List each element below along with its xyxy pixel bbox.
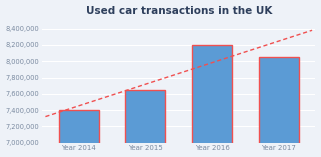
- Title: Used car transactions in the UK: Used car transactions in the UK: [86, 5, 272, 16]
- Bar: [259, 57, 299, 157]
- Bar: [59, 110, 99, 157]
- Bar: [126, 90, 165, 157]
- Bar: [192, 45, 232, 157]
